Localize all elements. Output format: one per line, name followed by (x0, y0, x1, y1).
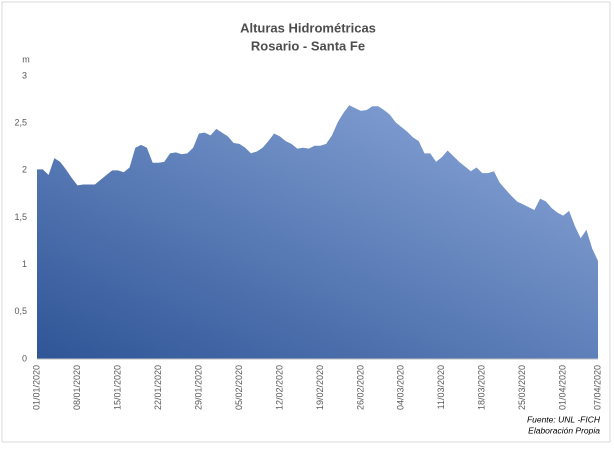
x-tick-label: 07/04/2020 (592, 365, 602, 410)
x-tick-label: 05/02/2020 (234, 365, 244, 410)
y-tick-label: 2,5 (14, 118, 27, 128)
note: Elaboración Propia (528, 425, 600, 435)
x-tick-label: 26/02/2020 (355, 365, 365, 410)
x-tick-label: 15/01/2020 (112, 365, 122, 410)
x-tick-label: 11/03/2020 (436, 365, 446, 409)
y-tick-label: 1,5 (14, 212, 27, 222)
y-unit: m (22, 54, 30, 64)
x-tick-label: 19/02/2020 (315, 365, 325, 410)
chart-subtitle: Rosario - Santa Fe (251, 38, 365, 53)
y-tick-label: 0 (22, 353, 27, 363)
source: Fuente: UNL -FICH (527, 414, 601, 424)
x-tick-label: 29/01/2020 (193, 365, 203, 410)
x-tick-label: 12/02/2020 (274, 365, 284, 410)
chart-border (1, 1, 611, 443)
x-tick-label: 22/01/2020 (153, 365, 163, 410)
area (37, 105, 598, 360)
y-tick-label: 2 (22, 165, 27, 175)
y-tick-label: 3 (22, 70, 27, 80)
x-tick-label: 01/04/2020 (558, 365, 568, 410)
x-tick-label: 08/01/2020 (72, 365, 82, 410)
chart-title: Alturas Hidrométricas (240, 20, 376, 35)
y-tick-label: 0,5 (14, 306, 27, 316)
x-tick-label: 01/01/2020 (31, 365, 41, 410)
x-tick-label: 25/03/2020 (517, 365, 527, 410)
x-tick-label: 04/03/2020 (396, 365, 406, 410)
y-tick-label: 1 (22, 259, 27, 269)
x-tick-label: 18/03/2020 (477, 365, 487, 410)
